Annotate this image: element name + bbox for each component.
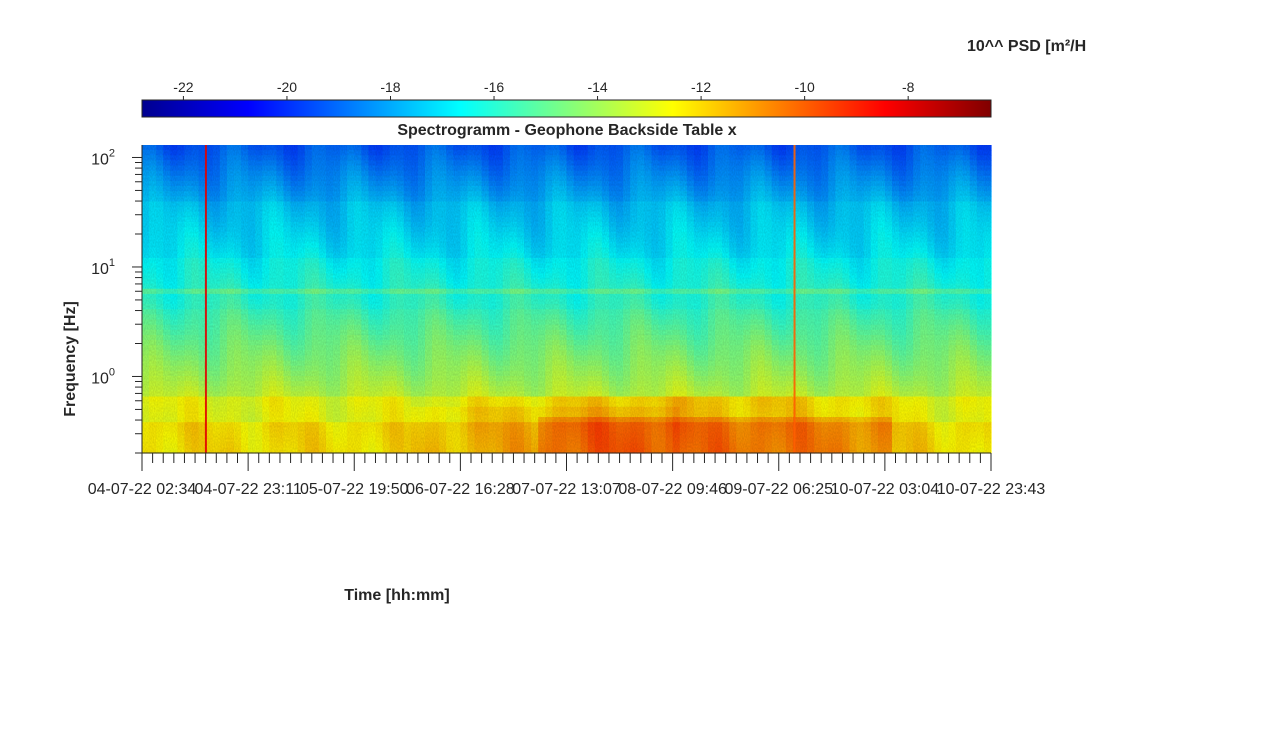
colorbar-tick-label: -18 xyxy=(380,79,400,95)
plot-area xyxy=(142,145,992,454)
colorbar-tick-label: -20 xyxy=(277,79,297,95)
colorbar-tick-label: -12 xyxy=(691,79,711,95)
colorbar-tick-label: -14 xyxy=(587,79,607,95)
colorbar-gradient xyxy=(141,99,992,118)
colorbar-tick-label: -8 xyxy=(902,79,915,95)
colorbar-tick-label: -22 xyxy=(173,79,193,95)
colorbar-tick-label: -10 xyxy=(795,79,815,95)
colorbar: 10^^ PSD [m²/H -22 -20 -18 -16 -14 -12 -10 -8 xyxy=(141,38,1086,118)
colorbar-tick-label: -16 xyxy=(484,79,504,95)
colorbar-ticks: -22 -20 -18 -16 -14 -12 -10 -8 xyxy=(173,79,915,100)
chart-title: Spectrogramm - Geophone Backside Table x xyxy=(397,122,736,139)
colorbar-label: 10^^ PSD [m²/H xyxy=(967,38,1086,55)
